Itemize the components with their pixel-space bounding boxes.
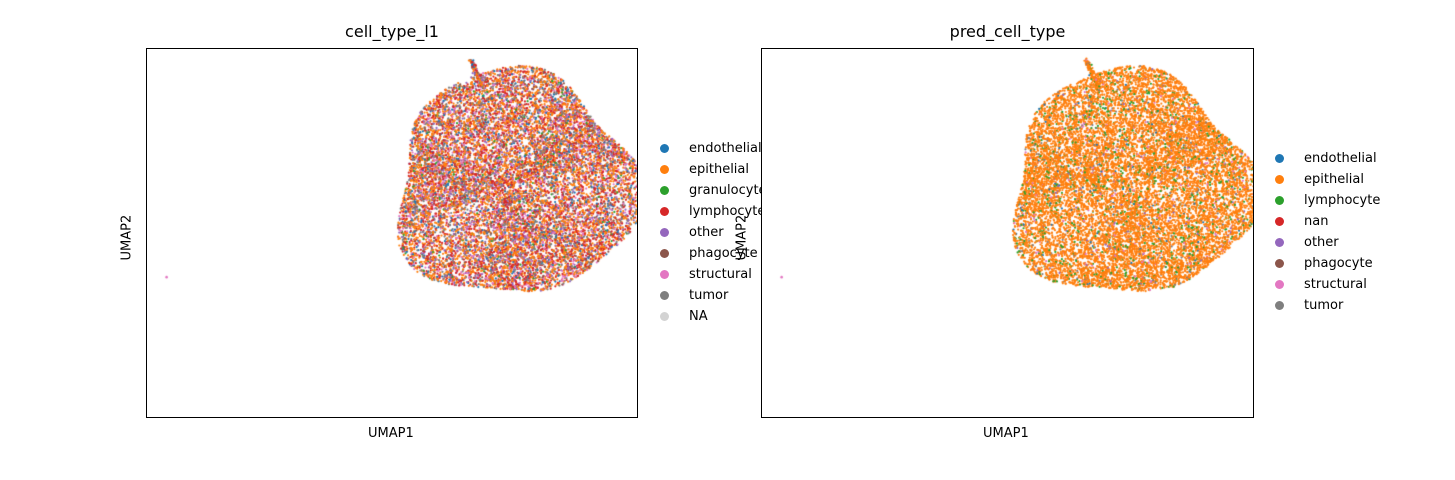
scatter-points-2 <box>762 49 1253 417</box>
legend-label: phagocyte <box>689 246 758 261</box>
legend-marker <box>1275 301 1284 310</box>
legend-label: epithelial <box>1304 172 1364 187</box>
legend-marker <box>1275 175 1284 184</box>
legend-label: other <box>689 225 724 240</box>
legend-label: lymphocyte <box>689 204 766 219</box>
legend-marker <box>1275 280 1284 289</box>
chart-title-2: pred_cell_type <box>949 22 1066 41</box>
legend-label: lymphocyte <box>1304 193 1381 208</box>
legend-marker <box>660 228 669 237</box>
legend-label: granulocyte <box>689 183 767 198</box>
legend-label: endothelial <box>1304 151 1377 166</box>
legend-marker <box>660 165 669 174</box>
y-axis-label-2: UMAP2 <box>734 214 750 261</box>
legend-label: tumor <box>1304 298 1344 313</box>
legend-label: structural <box>1304 277 1367 292</box>
legend-marker <box>660 270 669 279</box>
legend-label: tumor <box>689 288 729 303</box>
legend-marker <box>1275 217 1284 226</box>
legend-marker <box>1275 154 1284 163</box>
x-axis-label-2: UMAP1 <box>983 426 1029 441</box>
legend-marker <box>660 291 669 300</box>
legend-marker <box>660 207 669 216</box>
legend-label: other <box>1304 235 1339 250</box>
legend-marker <box>1275 238 1284 247</box>
y-axis-label-1: UMAP2 <box>119 214 135 261</box>
legend-marker <box>660 186 669 195</box>
legend-marker <box>1275 259 1284 268</box>
legend-label: NA <box>689 309 708 324</box>
plot-area-1[interactable] <box>146 48 638 418</box>
legend-label: endothelial <box>689 141 762 156</box>
legend-marker <box>660 312 669 321</box>
scatter-points-1 <box>147 49 637 417</box>
legend-marker <box>660 144 669 153</box>
plot-area-2[interactable] <box>761 48 1254 418</box>
legend-label: epithelial <box>689 162 749 177</box>
legend-label: phagocyte <box>1304 256 1373 271</box>
legend-marker <box>1275 196 1284 205</box>
legend-marker <box>660 249 669 258</box>
chart-title-1: cell_type_l1 <box>345 22 439 41</box>
legend-label: nan <box>1304 214 1329 229</box>
legend-label: structural <box>689 267 752 282</box>
x-axis-label-1: UMAP1 <box>368 426 414 441</box>
